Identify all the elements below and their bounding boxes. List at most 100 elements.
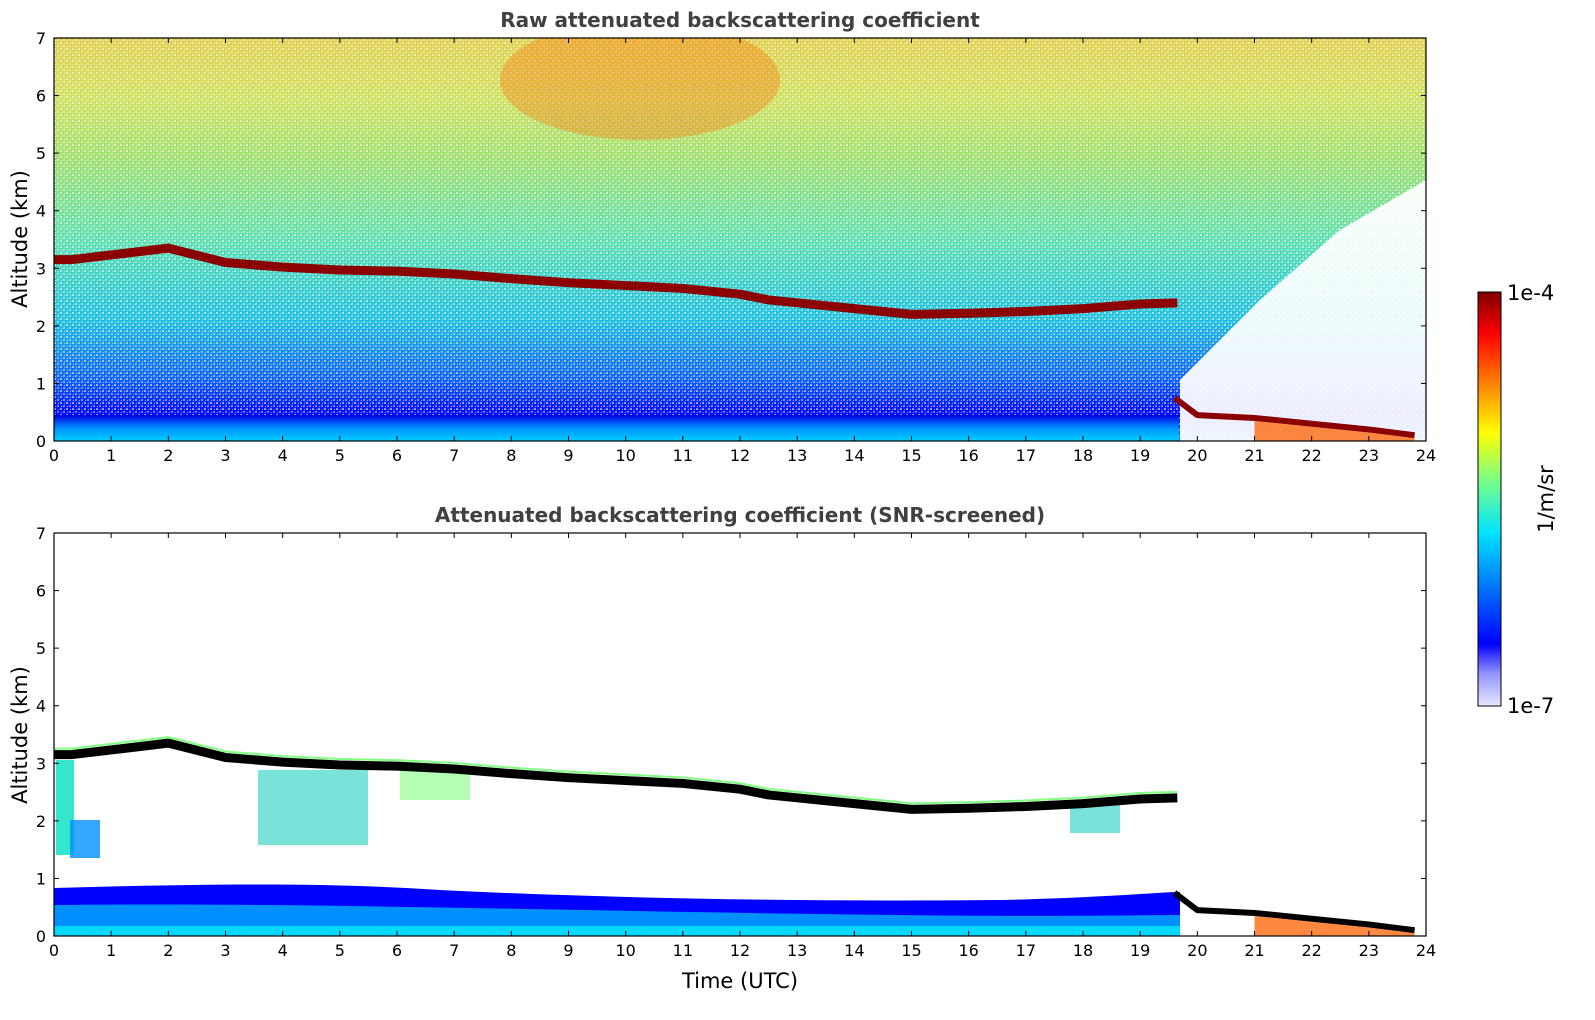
raw-y-axis-label: Altitude (km) [8, 170, 32, 308]
screened-panel-title: Attenuated backscattering coefficient (S… [435, 503, 1045, 527]
x-tick-label: 7 [449, 941, 459, 960]
screened-cloud-layer [54, 736, 1178, 814]
x-tick-label: 7 [449, 446, 459, 465]
y-tick-label: 1 [36, 374, 46, 393]
x-tick-label: 15 [901, 941, 921, 960]
x-tick-label: 14 [844, 941, 864, 960]
y-tick-label: 0 [36, 432, 46, 451]
x-tick-label: 22 [1301, 446, 1321, 465]
x-tick-label: 4 [278, 941, 288, 960]
y-tick-label: 7 [36, 524, 46, 543]
cloud-layer-line [54, 243, 1178, 319]
raw-noise-speckle [54, 38, 1426, 441]
x-tick-label: 9 [563, 941, 573, 960]
low-cloud-line [1172, 890, 1415, 934]
screened-background [54, 533, 1426, 936]
screened-backscatter-panel: Attenuated backscattering coefficient (S… [8, 503, 1436, 993]
colorbar-unit-label: 1/m/sr [1534, 465, 1558, 533]
x-tick-label: 6 [392, 941, 402, 960]
x-tick-label: 23 [1359, 446, 1379, 465]
y-tick-label: 6 [36, 582, 46, 601]
x-tick-label: 1 [106, 446, 116, 465]
y-tick-label: 6 [36, 87, 46, 106]
x-tick-label: 2 [163, 941, 173, 960]
x-tick-label: 19 [1130, 941, 1150, 960]
precipitation-fill [1254, 420, 1415, 441]
raw-x-ticks: 0 1 2 3 4 5 6 7 8 9 10 11 12 13 14 15 16 17 18 19 20 21 22 23 24 [49, 38, 1436, 465]
x-tick-label: 19 [1130, 446, 1150, 465]
screened-virga [70, 820, 100, 858]
x-tick-label: 11 [673, 446, 693, 465]
x-tick-label: 18 [1073, 446, 1093, 465]
raw-backscatter-panel: Raw attenuated backscattering coefficien… [8, 8, 1436, 465]
x-tick-label: 10 [615, 446, 635, 465]
x-tick-label: 12 [730, 941, 750, 960]
x-tick-label: 20 [1187, 446, 1207, 465]
y-tick-label: 5 [36, 144, 46, 163]
x-axis-label: Time (UTC) [681, 969, 798, 993]
x-tick-label: 20 [1187, 941, 1207, 960]
y-tick-label: 4 [36, 202, 46, 221]
x-tick-label: 22 [1301, 941, 1321, 960]
raw-y-ticks: 0 1 2 3 4 5 6 7 [36, 29, 1426, 451]
x-tick-label: 2 [163, 446, 173, 465]
screened-virga [56, 760, 74, 855]
screened-virga [1070, 805, 1120, 833]
x-tick-label: 8 [506, 446, 516, 465]
x-tick-label: 14 [844, 446, 864, 465]
x-tick-label: 13 [787, 446, 807, 465]
screened-y-axis-label: Altitude (km) [8, 666, 32, 804]
y-tick-label: 3 [36, 754, 46, 773]
y-tick-label: 0 [36, 927, 46, 946]
x-tick-label: 9 [563, 446, 573, 465]
screened-surface-layer [54, 926, 1180, 936]
x-tick-label: 21 [1244, 446, 1264, 465]
x-tick-label: 1 [106, 941, 116, 960]
raw-heatmap [54, 38, 1426, 441]
raw-boundary-layer [54, 415, 1179, 441]
x-tick-label: 16 [958, 941, 978, 960]
x-tick-label: 21 [1244, 941, 1264, 960]
x-tick-label: 8 [506, 941, 516, 960]
raw-panel-title: Raw attenuated backscattering coefficien… [500, 8, 980, 32]
precipitation-fill [1254, 915, 1415, 936]
screened-low-cloud [1172, 890, 1415, 936]
x-tick-label: 15 [901, 446, 921, 465]
x-tick-label: 5 [335, 446, 345, 465]
colorbar: 1e-4 1e-7 1/m/sr [1477, 281, 1558, 718]
y-tick-label: 4 [36, 697, 46, 716]
screened-virga [400, 770, 470, 800]
x-tick-label: 0 [49, 446, 59, 465]
x-tick-label: 0 [49, 941, 59, 960]
y-tick-label: 2 [36, 812, 46, 831]
raw-cloud-layer [54, 243, 1178, 319]
colorbar-min-label: 1e-7 [1507, 694, 1554, 718]
raw-low-cloud [1172, 395, 1415, 441]
y-tick-label: 2 [36, 317, 46, 336]
y-tick-label: 3 [36, 259, 46, 278]
x-tick-label: 5 [335, 941, 345, 960]
raw-high-noise-patch [500, 38, 780, 140]
x-tick-label: 3 [220, 446, 230, 465]
x-tick-label: 3 [220, 941, 230, 960]
x-tick-label: 24 [1416, 446, 1436, 465]
x-tick-label: 12 [730, 446, 750, 465]
x-tick-label: 10 [615, 941, 635, 960]
x-tick-label: 13 [787, 941, 807, 960]
y-tick-label: 7 [36, 29, 46, 48]
screened-x-ticks: 0 1 2 3 4 5 6 7 8 9 10 11 12 13 14 15 16 17 18 19 20 21 22 23 24 [49, 533, 1436, 960]
x-tick-label: 24 [1416, 941, 1436, 960]
low-cloud-line [1172, 395, 1415, 439]
x-tick-label: 6 [392, 446, 402, 465]
screened-y-ticks: 0 1 2 3 4 5 6 7 [36, 524, 1426, 946]
cloud-layer-line [54, 738, 1178, 814]
x-tick-label: 18 [1073, 941, 1093, 960]
x-tick-label: 11 [673, 941, 693, 960]
colorbar-max-label: 1e-4 [1507, 281, 1554, 305]
x-tick-label: 17 [1016, 446, 1036, 465]
x-tick-label: 16 [958, 446, 978, 465]
y-tick-label: 1 [36, 869, 46, 888]
cloud-layer-edge [54, 736, 1178, 805]
screened-virga [258, 770, 368, 845]
